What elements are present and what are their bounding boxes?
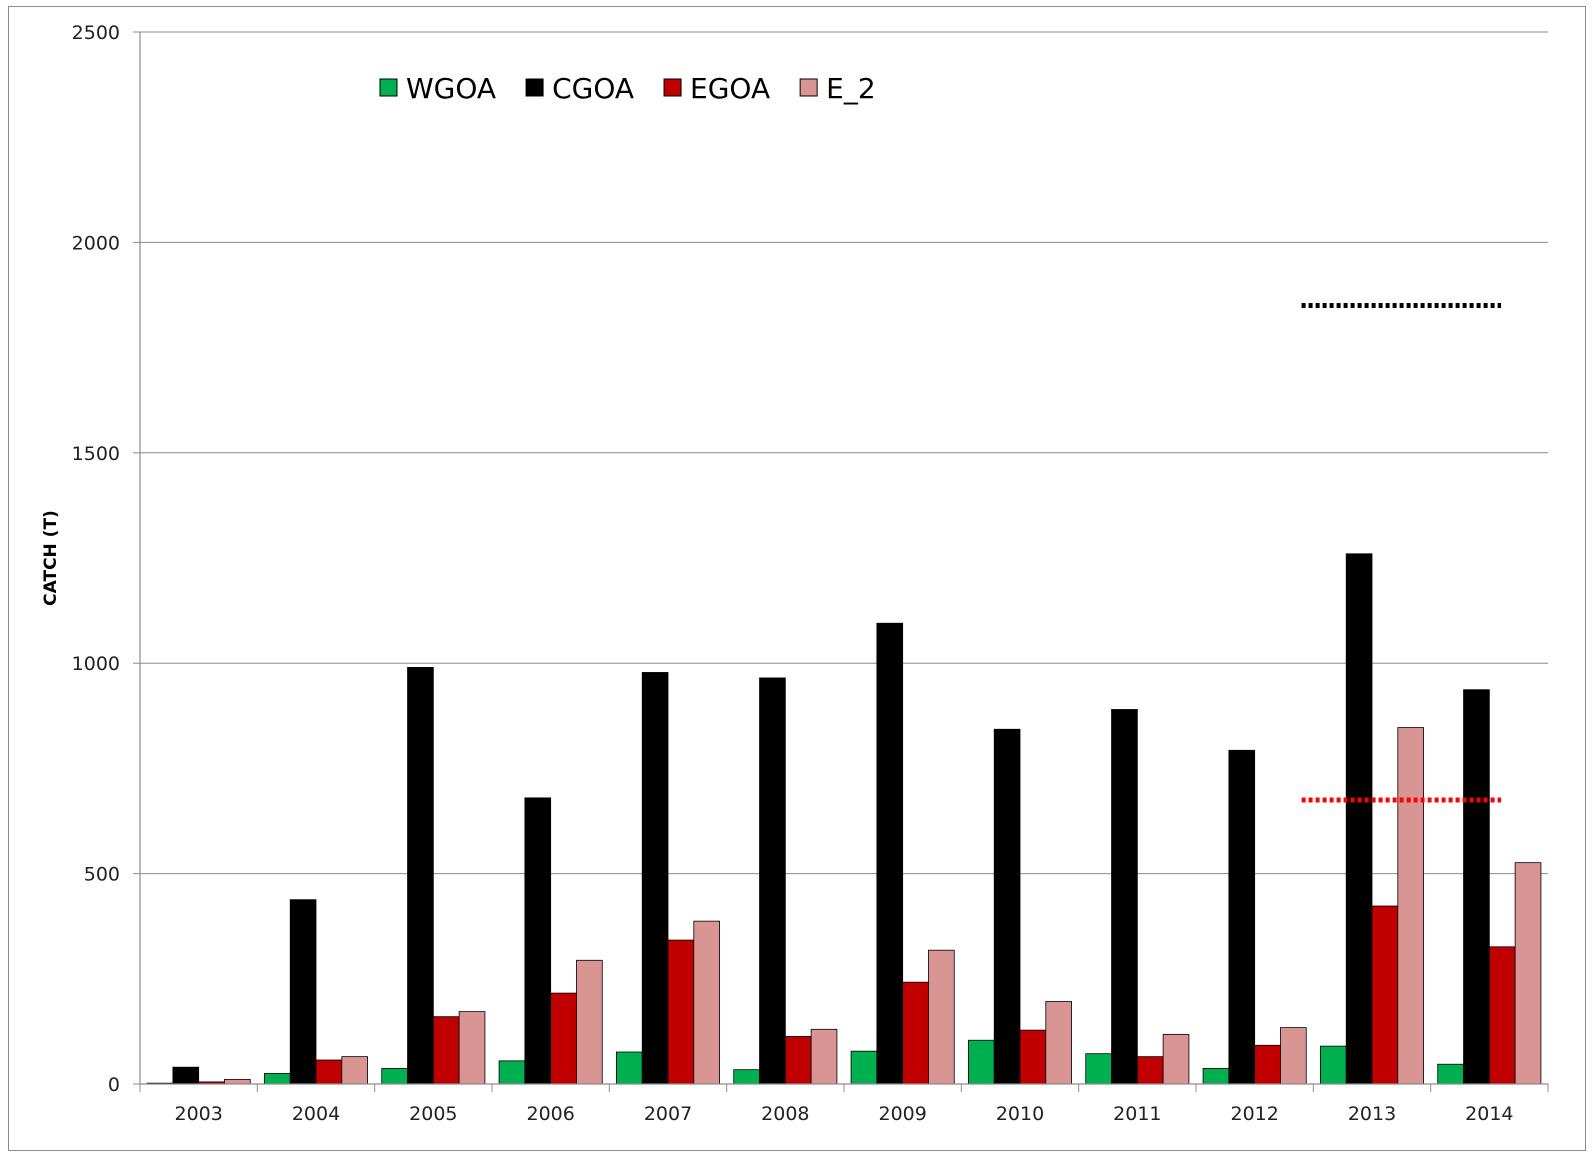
x-tick-label: 2005 <box>409 1103 457 1125</box>
bar-cgoa <box>407 667 434 1085</box>
bar-egoa <box>432 1016 460 1085</box>
bar-cgoa <box>524 797 552 1085</box>
x-tick-labels: 2003 2004 2005 2006 2007 2008 2009 2010 2011 2012… <box>139 1084 1549 1125</box>
x-tick-label: 2009 <box>878 1103 926 1125</box>
x-tick-label: 2003 <box>174 1103 222 1125</box>
x-tick-label: 2014 <box>1465 1103 1513 1125</box>
x-tick-label: 2011 <box>1113 1103 1161 1125</box>
legend-label: E_2 <box>826 72 876 105</box>
bar-e-2 <box>810 1028 838 1085</box>
bar-e-2 <box>458 1011 486 1085</box>
bar-e-2 <box>1397 727 1425 1085</box>
legend-label: EGOA <box>690 72 770 105</box>
bar-e-2 <box>224 1078 251 1085</box>
x-tick-label: 2008 <box>761 1103 809 1125</box>
bar-cgoa <box>759 677 786 1085</box>
bar-egoa <box>550 992 577 1085</box>
bar-egoa <box>315 1059 343 1085</box>
bar-egoa <box>902 981 929 1085</box>
legend-label: CGOA <box>552 72 634 105</box>
bar-wgoa <box>968 1039 995 1085</box>
bar-e-2 <box>576 959 603 1085</box>
bar-e-2 <box>341 1056 368 1085</box>
bar-wgoa <box>1437 1063 1464 1085</box>
bar-cgoa <box>641 672 669 1085</box>
y-tick-label: 500 <box>84 864 120 886</box>
bar-wgoa <box>1320 1045 1347 1085</box>
bar-wgoa <box>1202 1068 1230 1085</box>
bar-wgoa <box>498 1060 526 1085</box>
y-tick-label: 1500 <box>72 443 120 465</box>
legend-swatch <box>663 78 682 97</box>
bar-egoa <box>1488 946 1516 1085</box>
bar-egoa <box>1136 1056 1164 1085</box>
bar-cgoa <box>1345 553 1373 1085</box>
bar-e-2 <box>693 920 720 1085</box>
gridlines <box>140 31 1548 875</box>
bar-cgoa <box>172 1066 200 1085</box>
bar-cgoa <box>876 622 904 1085</box>
bar-cgoa <box>1111 709 1138 1085</box>
bar-egoa <box>1254 1044 1281 1085</box>
x-tick-label: 2012 <box>1230 1103 1278 1125</box>
legend-swatch <box>379 78 398 97</box>
bar-egoa <box>667 939 695 1085</box>
bars <box>146 553 1542 1085</box>
legend-swatch <box>799 78 818 97</box>
bar-cgoa <box>289 899 317 1085</box>
bar-wgoa <box>850 1050 878 1085</box>
y-tick-label: 2000 <box>72 232 120 254</box>
x-tick-label: 2013 <box>1348 1103 1396 1125</box>
bar-wgoa <box>616 1051 643 1085</box>
bar-cgoa <box>1463 689 1490 1085</box>
legend-label: WGOA <box>406 72 496 105</box>
bar-egoa <box>784 1036 812 1085</box>
bar-egoa <box>1019 1029 1047 1085</box>
bar-cgoa <box>1228 749 1256 1085</box>
y-tick-labels: 0 500 1000 1500 2000 2500 <box>72 22 140 1096</box>
reference-lines <box>1301 303 1502 803</box>
legend-swatch <box>525 78 544 97</box>
bar-cgoa <box>993 728 1021 1085</box>
bar-wgoa <box>733 1069 760 1085</box>
y-tick-label: 0 <box>108 1074 120 1096</box>
x-tick-label: 2006 <box>526 1103 574 1125</box>
legend: WGOA CGOA EGOA E_2 <box>379 72 876 105</box>
bar-e-2 <box>928 949 955 1085</box>
bar-e-2 <box>1045 1001 1073 1085</box>
x-tick-label: 2010 <box>996 1103 1044 1125</box>
bar-e-2 <box>1514 862 1542 1085</box>
x-tick-label: 2004 <box>292 1103 340 1125</box>
bar-wgoa <box>381 1068 408 1085</box>
bar-wgoa <box>263 1073 291 1085</box>
chart-frame <box>8 6 1586 1151</box>
y-tick-label: 1000 <box>72 653 120 675</box>
axes <box>139 32 1548 1085</box>
y-tick-label: 2500 <box>72 22 120 44</box>
y-axis-title: CATCH (T) <box>41 510 61 606</box>
bar-e-2 <box>1162 1033 1190 1085</box>
x-tick-label: 2007 <box>644 1103 692 1125</box>
bar-e-2 <box>1280 1027 1307 1085</box>
bar-wgoa <box>1085 1053 1112 1085</box>
bar-egoa <box>1371 905 1399 1085</box>
